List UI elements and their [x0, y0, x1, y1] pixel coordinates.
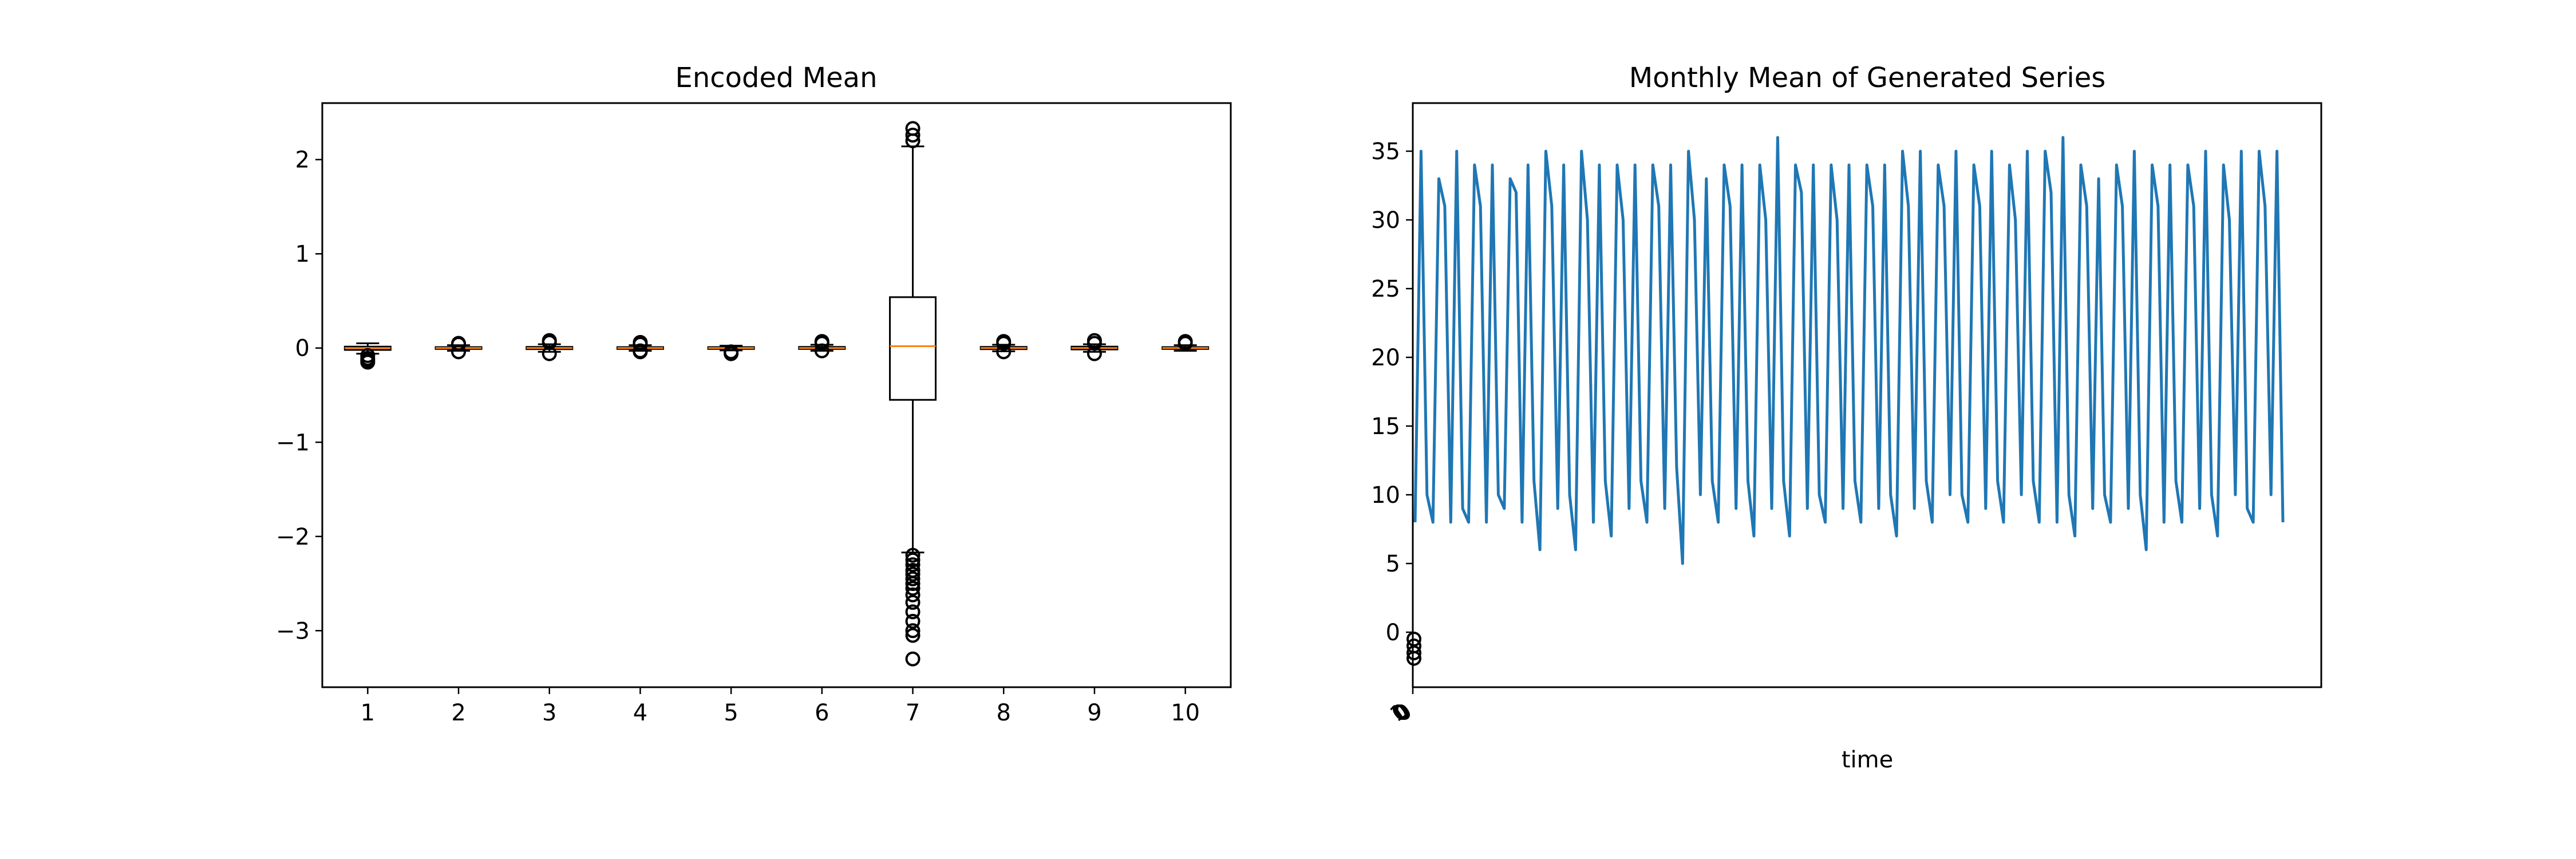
x-tick-label: 1 [361, 700, 375, 726]
marker-point [1406, 651, 1421, 666]
outlier-point [905, 594, 920, 610]
outlier-point [905, 587, 920, 602]
outlier-point [633, 344, 648, 360]
line-plot-panel: Monthly Mean of Generated Series 0 5 10 15 2… [1371, 62, 2322, 773]
box-6 [798, 334, 846, 358]
outlier-point [905, 571, 920, 586]
outlier-point [905, 552, 920, 568]
outlier-point [1178, 334, 1193, 349]
box-10 [1161, 334, 1210, 352]
outlier-point [905, 127, 920, 143]
outlier-point [905, 628, 920, 643]
box-7 [889, 121, 937, 667]
outlier-point [1086, 346, 1102, 361]
x-tick-label: 9 [1087, 700, 1101, 726]
outlier-point [996, 344, 1012, 360]
box-8 [979, 334, 1028, 360]
box-1 [343, 342, 392, 370]
outlier-point [542, 346, 557, 361]
box-2 [434, 336, 483, 360]
outlier-point [905, 623, 920, 639]
y-tick-label: 20 [1371, 345, 1400, 371]
series-line [1413, 136, 2285, 565]
y-tick-label: 35 [1371, 139, 1400, 165]
y-tick-label: 10 [1371, 482, 1400, 509]
box-plot-axes: 1 2 3 4 5 6 7 8 9 10 −3 −2 −1 0 1 2 [276, 147, 1200, 726]
line-plot-frame [1412, 102, 2322, 688]
marker-point [1406, 645, 1421, 660]
outlier-point [814, 334, 829, 349]
y-tick-label: 30 [1371, 207, 1400, 234]
y-tick-label: 1 [295, 241, 310, 267]
outlier-point [905, 547, 920, 563]
y-tick-label: 0 [295, 336, 310, 362]
x-tick-label: 5 [724, 700, 738, 726]
outlier-point [905, 121, 920, 136]
y-tick-label: 5 [1386, 551, 1400, 577]
box-plot-title: Encoded Mean [675, 62, 877, 94]
y-tick-label: 0 [1386, 620, 1400, 646]
x-tick-label: 3 [542, 700, 556, 726]
x-tick-label: 2 [451, 700, 465, 726]
x-tick-label: 7 [906, 700, 920, 726]
outlier-point [905, 581, 920, 596]
y-tick-label: −2 [276, 524, 310, 550]
box-plot-frame [321, 102, 1232, 688]
outlier-point [905, 557, 920, 573]
outlier-point [905, 576, 920, 592]
x-tick-label: 6 [815, 700, 829, 726]
outlier-point [633, 334, 648, 350]
line-plot-marks [1406, 136, 2285, 666]
outlier-point [451, 336, 467, 351]
outlier-point [996, 334, 1012, 349]
y-tick-label: 15 [1371, 413, 1400, 440]
outlier-point [360, 354, 376, 370]
box-plot-marks [343, 121, 1210, 667]
outlier-point [451, 344, 467, 360]
box-body [889, 296, 937, 401]
outlier-point [905, 566, 920, 582]
box-4 [616, 334, 664, 360]
line-plot-title: Monthly Mean of Generated Series [1629, 62, 2106, 94]
outlier-point [905, 651, 920, 667]
box-5 [707, 344, 755, 361]
y-tick-label: −3 [276, 618, 310, 644]
x-tick-label: 8 [997, 700, 1011, 726]
x-tick-label: 4 [633, 700, 647, 726]
y-tick-label: −1 [276, 430, 310, 456]
box-3 [526, 333, 574, 361]
x-axis-label: time [1842, 747, 1893, 773]
outlier-point [814, 343, 829, 358]
outlier-point [905, 613, 920, 629]
y-tick-label: 25 [1371, 276, 1400, 302]
x-tick-label: 10 [1171, 700, 1200, 726]
y-tick-label: 2 [295, 147, 310, 174]
outlier-point [724, 346, 739, 361]
box-plot-panel: Encoded Mean 1 2 3 4 5 6 7 8 9 10 −3 −2 −1 0 1 2 [276, 62, 1232, 726]
box-9 [1070, 333, 1119, 361]
outlier-point [905, 604, 920, 620]
